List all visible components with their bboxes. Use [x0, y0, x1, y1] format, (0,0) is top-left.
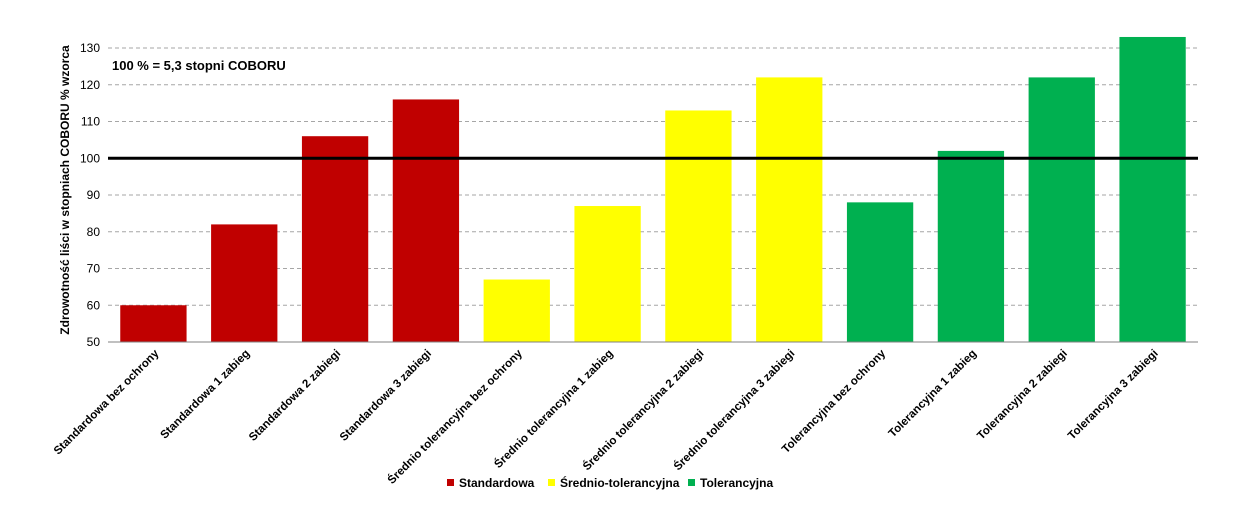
bar	[483, 279, 550, 342]
x-tick-label: Standardowa 2 zabiegi	[247, 348, 343, 444]
legend-swatch	[548, 479, 555, 486]
y-tick-label: 90	[87, 188, 101, 202]
y-tick-label: 130	[80, 41, 100, 55]
bar	[301, 136, 369, 342]
legend-label: Tolerancyjna	[700, 476, 773, 490]
legend-swatch	[688, 479, 695, 486]
y-tick-label: 60	[87, 298, 101, 312]
legend-label: Standardowa	[459, 476, 535, 490]
bars	[120, 36, 1186, 343]
annotation-text: 100 % = 5,3 stopni COBORU	[112, 58, 286, 73]
bar	[846, 202, 914, 342]
bar	[574, 206, 641, 342]
legend-swatch	[447, 479, 454, 486]
bar	[1028, 77, 1095, 343]
y-axis-label: Zdrowotność liści w stopniach COBORU % w…	[58, 45, 72, 335]
bar	[392, 99, 460, 342]
x-tick-label: Standardowa 1 zabieg	[158, 348, 252, 442]
x-tick-label: Standardowa 3 zabiegi	[338, 348, 434, 444]
y-tick-labels: 50 60 70 80 90 100 110 120 130	[80, 41, 100, 349]
y-tick-label: 110	[81, 115, 100, 129]
y-tick-label: 120	[80, 78, 100, 92]
x-tick-label: Tolerancyjna bez ochrony	[780, 347, 889, 456]
bar	[211, 224, 278, 342]
bar	[937, 150, 1005, 342]
y-tick-label: 100	[80, 151, 100, 165]
legend-label: Średnio-tolerancyjna	[560, 475, 680, 490]
x-tick-label: Tolerancyjna 1 zabieg	[887, 348, 979, 440]
x-tick-label: Tolerancyjna 2 zabiegi	[975, 348, 1070, 443]
legend: Standardowa Średnio-tolerancyjna Tolerancy…	[447, 475, 773, 490]
y-tick-label: 80	[87, 225, 101, 239]
bar	[120, 305, 187, 342]
y-tick-label: 50	[87, 335, 101, 349]
x-tick-label: Standardowa bez ochrony	[52, 347, 162, 457]
bar	[1119, 36, 1186, 342]
x-tick-label: Tolerancyjna 3 zabiegi	[1066, 348, 1161, 443]
y-tick-label: 70	[87, 262, 101, 276]
bar	[665, 110, 732, 342]
bar	[756, 77, 823, 343]
